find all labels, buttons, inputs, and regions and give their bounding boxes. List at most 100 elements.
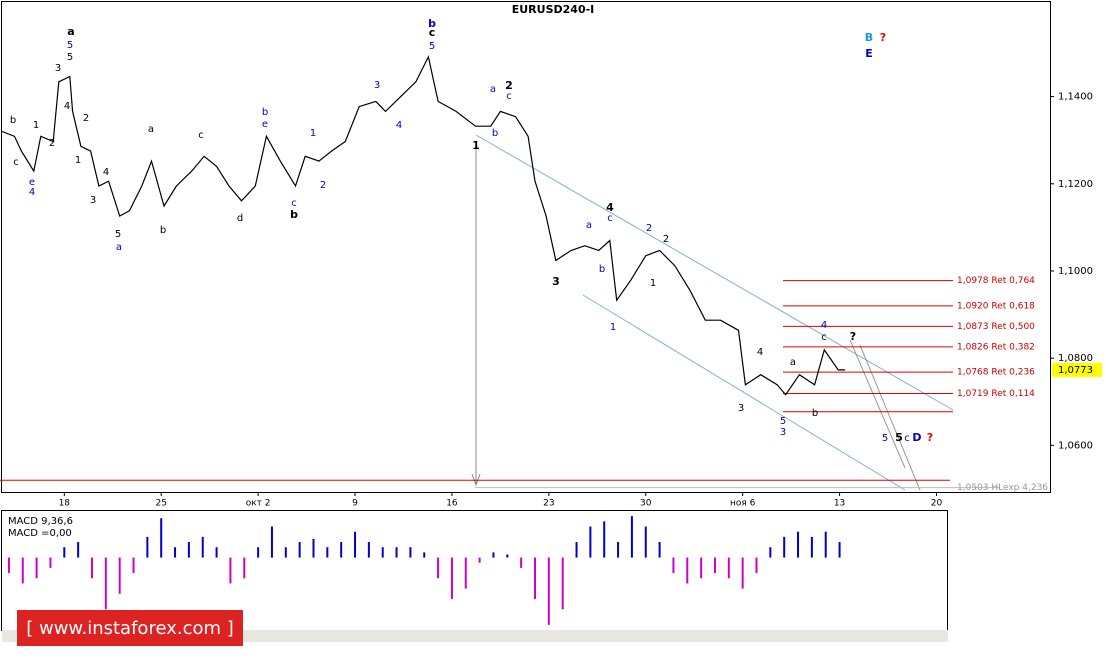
macd-bar bbox=[354, 531, 357, 558]
macd-bar bbox=[506, 554, 509, 558]
wave-label: a bbox=[148, 124, 154, 135]
wave-label: ? bbox=[880, 31, 886, 44]
projection-line bbox=[859, 344, 921, 491]
macd-bar bbox=[437, 557, 440, 579]
macd-bar bbox=[741, 557, 744, 589]
macd-bar bbox=[769, 547, 772, 558]
wave-label: c bbox=[198, 130, 204, 141]
macd-bar bbox=[713, 557, 716, 574]
macd-bar bbox=[340, 542, 343, 558]
wave-label: 1 bbox=[472, 139, 480, 152]
wave-label: 2 bbox=[505, 79, 513, 92]
wave-label: 4 bbox=[396, 120, 402, 131]
wave-label: a bbox=[586, 220, 592, 231]
macd-bar bbox=[547, 557, 550, 625]
wave-label: c bbox=[904, 433, 910, 444]
macd-bar bbox=[326, 547, 329, 558]
wave-label: 3 bbox=[374, 80, 380, 91]
level-label: 1,0719 Ret 0,114 bbox=[957, 389, 1035, 399]
y-tick-label: 1,1000 bbox=[1058, 266, 1093, 277]
macd-bar bbox=[409, 547, 412, 558]
wave-label: b bbox=[492, 128, 498, 139]
level-label: 1,0920 Ret 0,618 bbox=[957, 301, 1035, 311]
macd-bar bbox=[146, 536, 149, 558]
wave-label: 5 bbox=[895, 431, 903, 444]
macd-bar bbox=[617, 542, 620, 558]
macd-bar bbox=[395, 547, 398, 558]
macd-bar bbox=[755, 557, 758, 574]
macd-bar bbox=[727, 557, 730, 579]
wave-label: b bbox=[290, 208, 298, 221]
wave-label: 3 bbox=[55, 63, 61, 74]
x-tick-label: 25 bbox=[155, 499, 166, 509]
wave-label: 5 bbox=[67, 52, 73, 63]
x-tick-label: окт 2 bbox=[246, 499, 271, 509]
x-tick-label: 30 bbox=[640, 499, 652, 509]
wave-label: b bbox=[160, 225, 166, 236]
wave-label: 4 bbox=[757, 347, 763, 358]
macd-bar bbox=[381, 547, 384, 558]
y-tick-label: 1,1200 bbox=[1058, 179, 1093, 190]
level-label: 1,0503 HLexp 4,236 bbox=[957, 483, 1048, 493]
x-tick-label: 18 bbox=[59, 499, 71, 509]
macd-bar bbox=[644, 526, 647, 558]
macd-bar bbox=[312, 538, 315, 558]
macd-bar bbox=[520, 557, 523, 568]
wave-label: a bbox=[67, 25, 74, 38]
macd-bar bbox=[187, 542, 190, 558]
macd-bar bbox=[118, 557, 121, 594]
y-tick-label: 1,0600 bbox=[1058, 440, 1093, 451]
wave-label: a bbox=[116, 242, 122, 253]
wave-label: 4 bbox=[29, 187, 35, 198]
macd-bar bbox=[686, 557, 689, 584]
wave-label: b bbox=[599, 264, 605, 275]
wave-label: 3 bbox=[90, 195, 96, 206]
wave-label: c bbox=[607, 213, 613, 224]
wave-label: 5 bbox=[882, 433, 888, 444]
macd-bar bbox=[160, 518, 163, 558]
wave-label: 2 bbox=[646, 223, 652, 234]
wave-label: c bbox=[291, 198, 297, 209]
wave-label: B bbox=[865, 31, 873, 44]
macd-bar bbox=[824, 531, 827, 558]
y-tick-label: 1,1400 bbox=[1058, 92, 1093, 103]
chart-title: EURUSD240-I bbox=[512, 3, 595, 16]
macd-bar bbox=[215, 547, 218, 558]
macd-bar bbox=[174, 547, 177, 558]
projection-line bbox=[849, 339, 906, 469]
macd-readout: MACD =0,00 bbox=[8, 528, 72, 539]
level-label: 1,0873 Ret 0,500 bbox=[957, 322, 1035, 332]
macd-bar bbox=[797, 531, 800, 558]
last-price-box bbox=[1052, 362, 1102, 377]
wave-label: 3 bbox=[738, 403, 744, 414]
wave-label: c bbox=[821, 332, 827, 343]
macd-bar bbox=[838, 542, 841, 558]
macd-bar bbox=[284, 547, 287, 558]
macd-bar bbox=[658, 542, 661, 558]
wave-label: d bbox=[237, 213, 243, 224]
wave-label: ? bbox=[927, 431, 933, 444]
wave-label: 5 bbox=[429, 41, 435, 52]
level-label: 1,0826 Ret 0,382 bbox=[957, 342, 1035, 352]
macd-bar bbox=[423, 552, 426, 558]
channel-line bbox=[475, 134, 954, 411]
wave-label: 2 bbox=[663, 234, 669, 245]
last-price-label: 1,0773 bbox=[1058, 365, 1093, 376]
wave-label: b bbox=[812, 408, 818, 419]
wave-label: 1 bbox=[610, 322, 616, 333]
wave-label: 2 bbox=[320, 180, 326, 191]
wave-label: 5 bbox=[780, 416, 786, 427]
macd-bar bbox=[77, 542, 80, 558]
macd-bar bbox=[49, 557, 52, 568]
wave-label: 1 bbox=[650, 278, 656, 289]
watermark-box bbox=[17, 610, 243, 646]
x-tick-label: 9 bbox=[352, 499, 358, 509]
price-line bbox=[1, 55, 846, 396]
macd-bar bbox=[700, 557, 703, 579]
macd-bar bbox=[21, 557, 24, 584]
wave-label: ? bbox=[850, 330, 856, 343]
wave-label: E bbox=[865, 47, 873, 60]
macd-bar bbox=[243, 557, 246, 579]
